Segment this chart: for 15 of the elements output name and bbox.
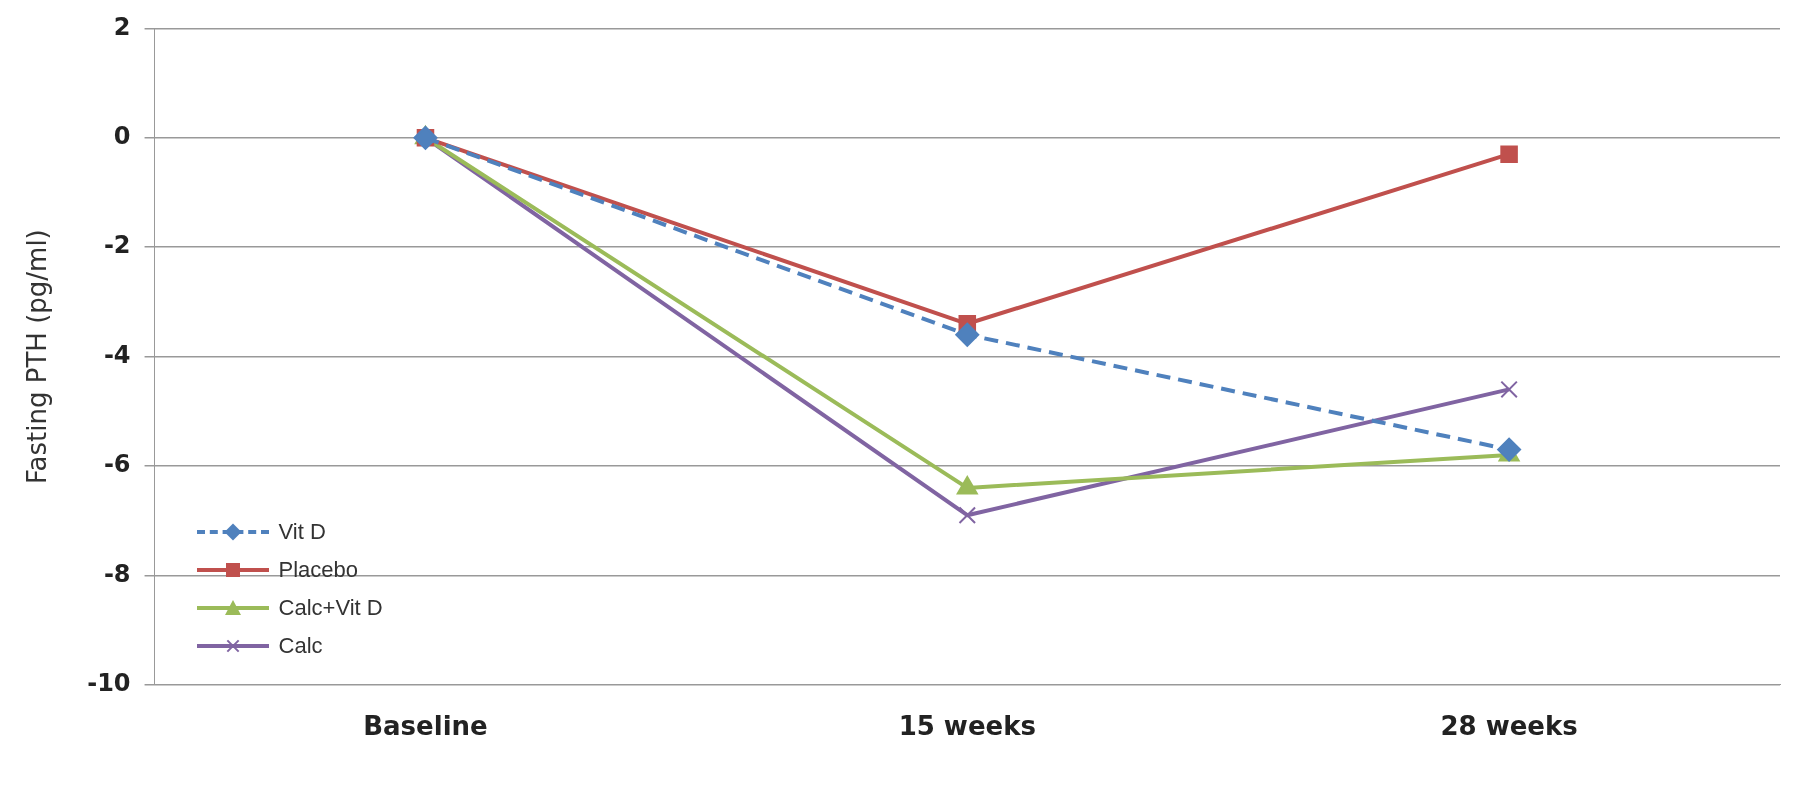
legend-label: Vit D <box>278 518 326 545</box>
x-tick-label: 15 weeks <box>898 711 1036 742</box>
y-tick-label: -8 <box>103 559 131 588</box>
y-tick-label: 0 <box>113 122 131 151</box>
legend-label: Calc <box>278 632 323 659</box>
y-axis-title: Fasting PTH (pg/ml) <box>22 229 53 484</box>
x-tick-label: Baseline <box>363 711 488 742</box>
y-tick-label: -4 <box>103 340 131 369</box>
y-tick-label: 2 <box>113 12 131 41</box>
x-tick-label: 28 weeks <box>1440 711 1578 742</box>
y-tick-label: -10 <box>87 669 131 698</box>
y-tick-label: -2 <box>103 231 131 260</box>
legend-label: Calc+Vit D <box>278 594 383 621</box>
y-tick-label: -6 <box>103 450 131 479</box>
legend-label: Placebo <box>278 556 359 583</box>
